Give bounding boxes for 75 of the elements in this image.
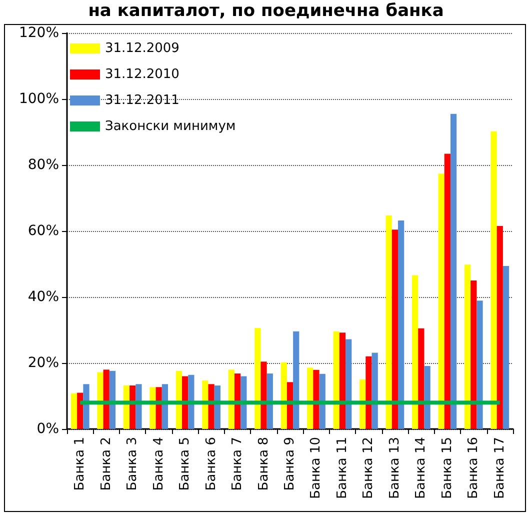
y-tick-label: 40% — [28, 289, 59, 305]
legend-label: 31.12.2011 — [105, 93, 180, 108]
y-tick-label: 120% — [18, 25, 59, 41]
x-tick-label: Банка 5 — [178, 437, 193, 491]
bar — [398, 220, 404, 429]
bar — [476, 300, 483, 429]
bar — [346, 339, 352, 429]
bar — [150, 387, 156, 429]
bar — [70, 393, 78, 429]
bar — [360, 380, 366, 429]
bar — [176, 370, 182, 429]
x-tick-label: Банка 15 — [440, 437, 455, 499]
x-tick-label: Банка 6 — [204, 437, 219, 491]
bar — [266, 374, 273, 429]
bar — [366, 356, 372, 429]
x-tick-label: Банка 13 — [387, 437, 402, 499]
bar — [418, 328, 424, 429]
bar — [77, 392, 84, 429]
bar — [240, 376, 247, 429]
x-tick-label: Банка 14 — [414, 437, 429, 499]
x-tick-label: Банка 4 — [151, 437, 166, 491]
bar — [286, 382, 294, 429]
bar — [450, 114, 457, 429]
x-tick-label: Банка 2 — [98, 437, 114, 491]
x-tick-label: Банка 8 — [256, 437, 272, 491]
bar — [208, 384, 214, 429]
bar — [234, 374, 241, 429]
bar — [254, 328, 261, 429]
x-tick-label: Банка 16 — [466, 437, 482, 499]
bar — [333, 331, 340, 429]
bar — [109, 370, 116, 429]
y-tick-label: 60% — [28, 223, 59, 239]
bar — [319, 374, 326, 429]
legend-label: 31.12.2010 — [105, 67, 180, 82]
bar — [293, 331, 300, 429]
bar — [136, 384, 142, 429]
x-tick-label: Банка 10 — [308, 437, 324, 499]
bar — [502, 266, 510, 429]
bar — [470, 280, 477, 429]
x-tick-label: Банка 17 — [492, 437, 508, 499]
x-tick-label: Банка 12 — [361, 437, 376, 499]
bar — [412, 275, 418, 429]
legend-label: Законски минимум — [105, 119, 236, 134]
bar — [372, 352, 378, 429]
chart-title: на капиталот, по поединечна банка — [87, 0, 445, 22]
x-tick-label: Банка 11 — [334, 437, 350, 499]
y-tick-label: 100% — [18, 91, 59, 107]
bar — [97, 372, 104, 429]
bar — [182, 376, 188, 429]
bar — [83, 384, 90, 429]
x-tick-label: Банка 9 — [282, 437, 298, 491]
x-tick-label: Банка 7 — [230, 437, 246, 491]
x-tick-label: Банка 3 — [125, 437, 140, 491]
bar — [103, 370, 110, 429]
bar — [444, 154, 450, 429]
y-tick-label: 20% — [28, 355, 59, 371]
bar — [162, 384, 168, 429]
bar — [392, 230, 398, 429]
bar — [424, 366, 430, 429]
bar — [313, 370, 320, 429]
bar — [280, 362, 287, 429]
bar — [188, 374, 194, 429]
legend-label: 31.12.2009 — [105, 41, 180, 56]
bar — [490, 131, 497, 429]
bar — [438, 174, 444, 429]
bar — [307, 368, 314, 429]
bar — [496, 226, 503, 429]
bar — [464, 264, 471, 429]
bar — [260, 362, 267, 429]
y-tick-label: 80% — [28, 157, 59, 173]
x-tick-label: Банка 1 — [72, 437, 88, 491]
bar — [386, 215, 392, 429]
bar — [228, 370, 234, 429]
y-tick-label: 0% — [36, 421, 59, 437]
bar — [339, 332, 346, 429]
